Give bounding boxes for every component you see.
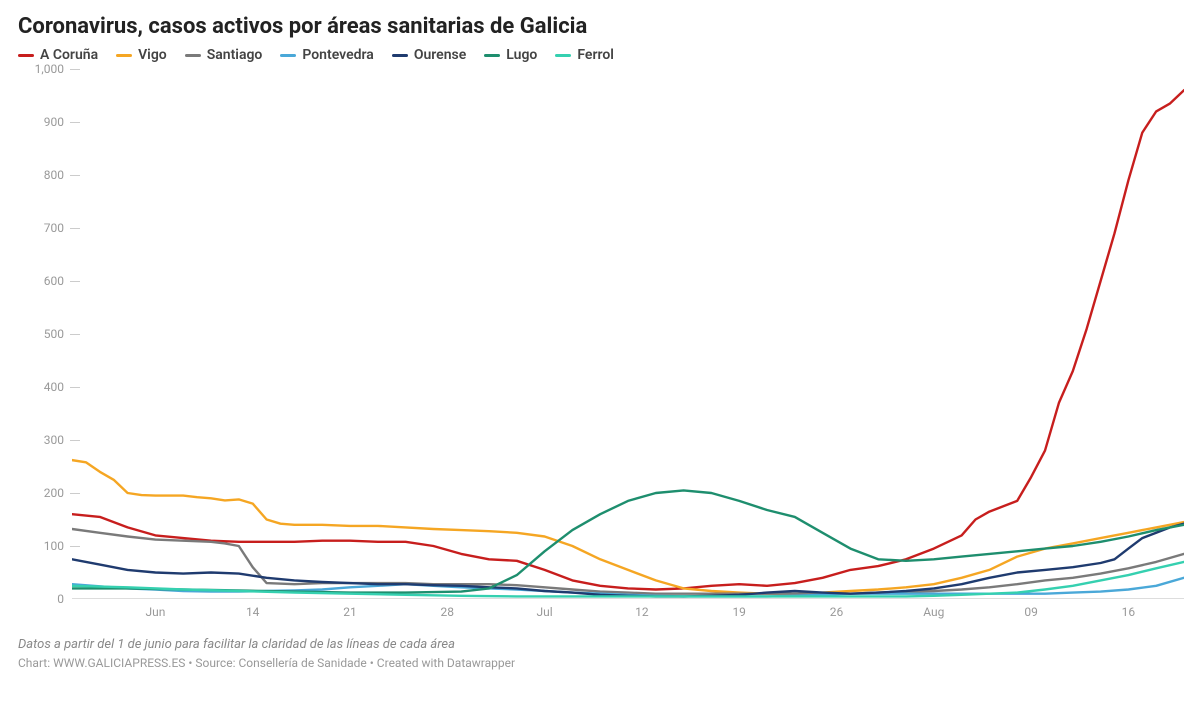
- series-line: [72, 524, 1184, 597]
- credits-site: WWW.GALICIAPRESS.ES: [53, 656, 185, 670]
- legend-swatch: [555, 54, 571, 57]
- x-tick-label: 16: [1122, 605, 1136, 619]
- legend: A Coruña Vigo Santiago Pontevedra Ourense Lug…: [18, 47, 1189, 63]
- y-tick-dash: [70, 122, 80, 123]
- y-tick-label: 800: [18, 168, 64, 182]
- y-tick-label: 600: [18, 274, 64, 288]
- y-tick-dash: [70, 228, 80, 229]
- credits-source: Consellería de Sanidade: [238, 656, 366, 670]
- y-tick-label: 500: [18, 327, 64, 341]
- y-tick-dash: [70, 387, 80, 388]
- legend-swatch: [484, 54, 500, 57]
- series-line: [72, 562, 1184, 597]
- plot-area: [72, 69, 1184, 599]
- legend-swatch: [18, 54, 34, 57]
- y-tick-label: 900: [18, 115, 64, 129]
- y-tick-label: 300: [18, 433, 64, 447]
- chart-svg: [72, 69, 1184, 599]
- credits-sep1: • Source:: [185, 656, 238, 670]
- x-tick-label: 14: [246, 605, 260, 619]
- x-tick-label: 09: [1024, 605, 1038, 619]
- x-tick-label: 28: [441, 605, 455, 619]
- y-tick-dash: [70, 334, 80, 335]
- x-tick-label: 21: [343, 605, 357, 619]
- y-tick-dash: [70, 175, 80, 176]
- legend-item: Vigo: [116, 47, 167, 63]
- legend-label: Santiago: [207, 47, 263, 63]
- legend-item: Ourense: [392, 47, 466, 63]
- legend-item: Ferrol: [555, 47, 614, 63]
- y-tick-label: 100: [18, 539, 64, 553]
- y-tick-label: 200: [18, 486, 64, 500]
- legend-label: Ourense: [414, 47, 466, 63]
- x-tick-label: 26: [830, 605, 844, 619]
- x-tick-label: Jun: [145, 605, 165, 619]
- legend-item: Santiago: [185, 47, 263, 63]
- legend-swatch: [185, 54, 201, 57]
- x-tick-label: Jul: [537, 605, 553, 619]
- y-tick-dash: [70, 493, 80, 494]
- x-tick-label: Aug: [923, 605, 944, 619]
- x-tick-label: 19: [732, 605, 746, 619]
- x-tick-label: 12: [635, 605, 649, 619]
- y-tick-dash: [70, 281, 80, 282]
- legend-swatch: [116, 54, 132, 57]
- legend-swatch: [280, 54, 296, 57]
- series-line: [72, 529, 1184, 594]
- chart-title: Coronavirus, casos activos por áreas san…: [18, 14, 1189, 39]
- chart-zone: 01002003004005006007008009001,000Jun1421…: [18, 69, 1188, 629]
- legend-item: Lugo: [484, 47, 537, 63]
- legend-label: Lugo: [506, 47, 537, 63]
- chart-subnote: Datos a partir del 1 de junio para facil…: [18, 637, 1189, 652]
- y-tick-dash: [70, 69, 80, 70]
- y-tick-label: 400: [18, 380, 64, 394]
- credits-prefix: Chart:: [18, 656, 53, 670]
- y-tick-label: 0: [18, 592, 64, 606]
- legend-swatch: [392, 54, 408, 57]
- y-tick-label: 1,000: [18, 62, 64, 76]
- y-tick-dash: [70, 440, 80, 441]
- legend-label: Pontevedra: [302, 47, 373, 63]
- chart-credits: Chart: WWW.GALICIAPRESS.ES • Source: Con…: [18, 656, 1189, 670]
- legend-item: A Coruña: [18, 47, 98, 63]
- y-tick-dash: [70, 546, 80, 547]
- legend-label: Ferrol: [577, 47, 614, 63]
- y-tick-label: 700: [18, 221, 64, 235]
- credits-sep2: •: [367, 656, 377, 670]
- legend-label: A Coruña: [40, 47, 98, 63]
- legend-item: Pontevedra: [280, 47, 373, 63]
- legend-label: Vigo: [138, 47, 167, 63]
- credits-tool: Created with Datawrapper: [377, 656, 515, 670]
- chart-container: Coronavirus, casos activos por áreas san…: [0, 0, 1199, 709]
- series-line: [72, 90, 1184, 589]
